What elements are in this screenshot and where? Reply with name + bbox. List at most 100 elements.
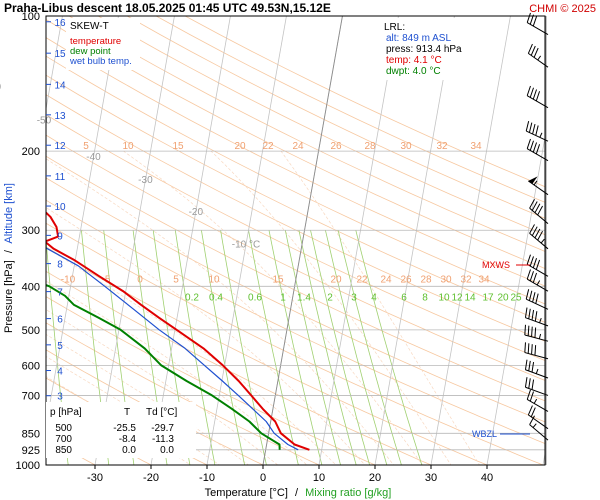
- wind-barb-flag: [524, 324, 526, 336]
- wind-barb-flag: [535, 293, 539, 304]
- y-axis-label: Pressure [hPa]: [3, 260, 15, 333]
- moist-adiabat: [46, 207, 366, 465]
- moist-adiabat: [46, 280, 308, 465]
- dry-adiabat: [46, 155, 545, 402]
- legend-background: [66, 18, 140, 70]
- x-axis-title: Temperature [°C] / Mixing ratio [g/kg]: [205, 487, 392, 499]
- y-axis-label-separator: /: [3, 249, 15, 253]
- mxws-marker: MXWS: [482, 260, 530, 270]
- altitude-tick-label: 3: [57, 392, 63, 403]
- wind-barb-staff: [525, 317, 549, 327]
- pressure-axis: 100 200 300 400 500 600 700 850 925 1000: [16, 11, 40, 472]
- theta-label: 0: [137, 274, 143, 285]
- levels-table-cell: -25.5: [113, 423, 136, 434]
- altitude-tick-label: 15: [54, 49, 66, 60]
- wind-barb-flag: [530, 45, 536, 56]
- wind-barb: [527, 43, 549, 68]
- wind-barb-flag: [531, 226, 538, 236]
- isotherms: [46, 16, 545, 465]
- altitude-tick-label: 16: [54, 18, 66, 29]
- wind-barb-half-flag: [537, 55, 542, 61]
- altitude-tick-label: 14: [54, 80, 66, 91]
- wind-barb-flag: [529, 14, 534, 25]
- wind-barb-staff: [526, 399, 549, 412]
- wind-barb-staff: [526, 95, 549, 109]
- wind-barb: [526, 85, 549, 109]
- isotherm-line: [318, 16, 399, 465]
- legend-item-wet-bulb: wet bulb temp.: [69, 56, 132, 67]
- mixing-ratio-label: 0.6: [248, 292, 262, 303]
- altitude-tick-label: 4: [57, 367, 63, 378]
- wind-barb-half-flag: [533, 180, 538, 186]
- wind-barb-flag: [532, 258, 538, 268]
- isotherm-line: [150, 16, 231, 465]
- mixing-ratio-label: 12: [451, 292, 463, 303]
- altitude-tick-label: 5: [57, 341, 63, 352]
- levels-table-cell: -29.7: [151, 423, 174, 434]
- temperature-tick-label: -30: [87, 472, 103, 484]
- temperature-tick-label: 40: [481, 472, 493, 484]
- theta-label: 15: [172, 141, 184, 152]
- legend-item-temperature: temperature: [70, 36, 121, 47]
- wind-barb-flag: [535, 91, 541, 102]
- wind-barb-flag: [532, 123, 536, 135]
- pressure-tick-label: 300: [22, 225, 40, 237]
- wind-barb-flag: [531, 379, 535, 390]
- wind-barb-staff: [524, 334, 549, 342]
- wind-barb-flag: [535, 144, 541, 155]
- dry-adiabat: [46, 114, 545, 362]
- wind-barb-flag: [534, 228, 541, 239]
- isotherm-label: -50: [37, 116, 52, 127]
- wind-barb-flag: [528, 290, 533, 301]
- theta-label: 22: [262, 141, 274, 152]
- wind-barb-flag: [526, 138, 531, 149]
- wind-barb-flag: [525, 289, 530, 300]
- altitude-tick-label: 11: [55, 172, 66, 183]
- wind-barb: [525, 289, 549, 310]
- dry-adiabat: [46, 19, 545, 269]
- wind-barb: [526, 254, 549, 277]
- levels-table-cell: 0.0: [160, 445, 174, 456]
- levels-table-header-t: T: [124, 407, 130, 418]
- dry-adiabat: [46, 322, 320, 465]
- wind-barb-flag: [532, 16, 538, 27]
- wind-barb-flag: [529, 224, 535, 234]
- isotherm-line: [374, 16, 455, 465]
- wind-barb-flag: [524, 342, 526, 353]
- dry-adiabat: [156, 16, 545, 203]
- lrl-box: LRL: alt: 849 m ASL press: 913.4 hPa tem…: [382, 18, 488, 80]
- isotherm-label: -30: [138, 175, 153, 186]
- wind-barb-flag: [535, 259, 541, 270]
- wind-barb-staff: [529, 424, 549, 441]
- altitude-tick-label: 13: [54, 111, 66, 122]
- theta-label: 20: [234, 141, 246, 152]
- moist-adiabat: [280, 150, 480, 465]
- wind-barb-flag: [524, 307, 528, 318]
- wind-barb-flag: [531, 309, 535, 321]
- wind-barb-flag: [528, 378, 531, 389]
- wind-barb-flag: [534, 203, 541, 213]
- wind-barb-staff: [526, 22, 549, 36]
- wind-barb-flag: [531, 326, 533, 337]
- wind-barb-flag: [537, 230, 543, 241]
- wind-barb-flag: [529, 87, 534, 98]
- wind-barb-flag: [532, 142, 538, 153]
- pressure-tick-label: 925: [22, 445, 40, 457]
- wind-barb-flag: [529, 391, 534, 402]
- plot-frame: [45, 15, 546, 466]
- dry-adiabat: [46, 37, 545, 287]
- temperature-line: [46, 211, 310, 451]
- lrl-pressure: press: 913.4 hPa: [386, 44, 462, 55]
- levels-table-cell: -11.3: [152, 434, 174, 445]
- theta-label: 28: [420, 274, 432, 285]
- mixing-ratio-label: 0.2: [185, 292, 199, 303]
- wind-barb-staff: [529, 233, 549, 250]
- dry-adiabat: [46, 55, 545, 305]
- isotherm-line: [430, 16, 511, 465]
- theta-label: 22: [356, 274, 368, 285]
- wind-barb-staff: [526, 263, 549, 277]
- pressure-tick-label: 400: [22, 281, 40, 293]
- wind-barb-staff: [526, 130, 549, 142]
- mixing-ratio-label: 10: [438, 292, 450, 303]
- wind-barb-flag: [526, 269, 531, 280]
